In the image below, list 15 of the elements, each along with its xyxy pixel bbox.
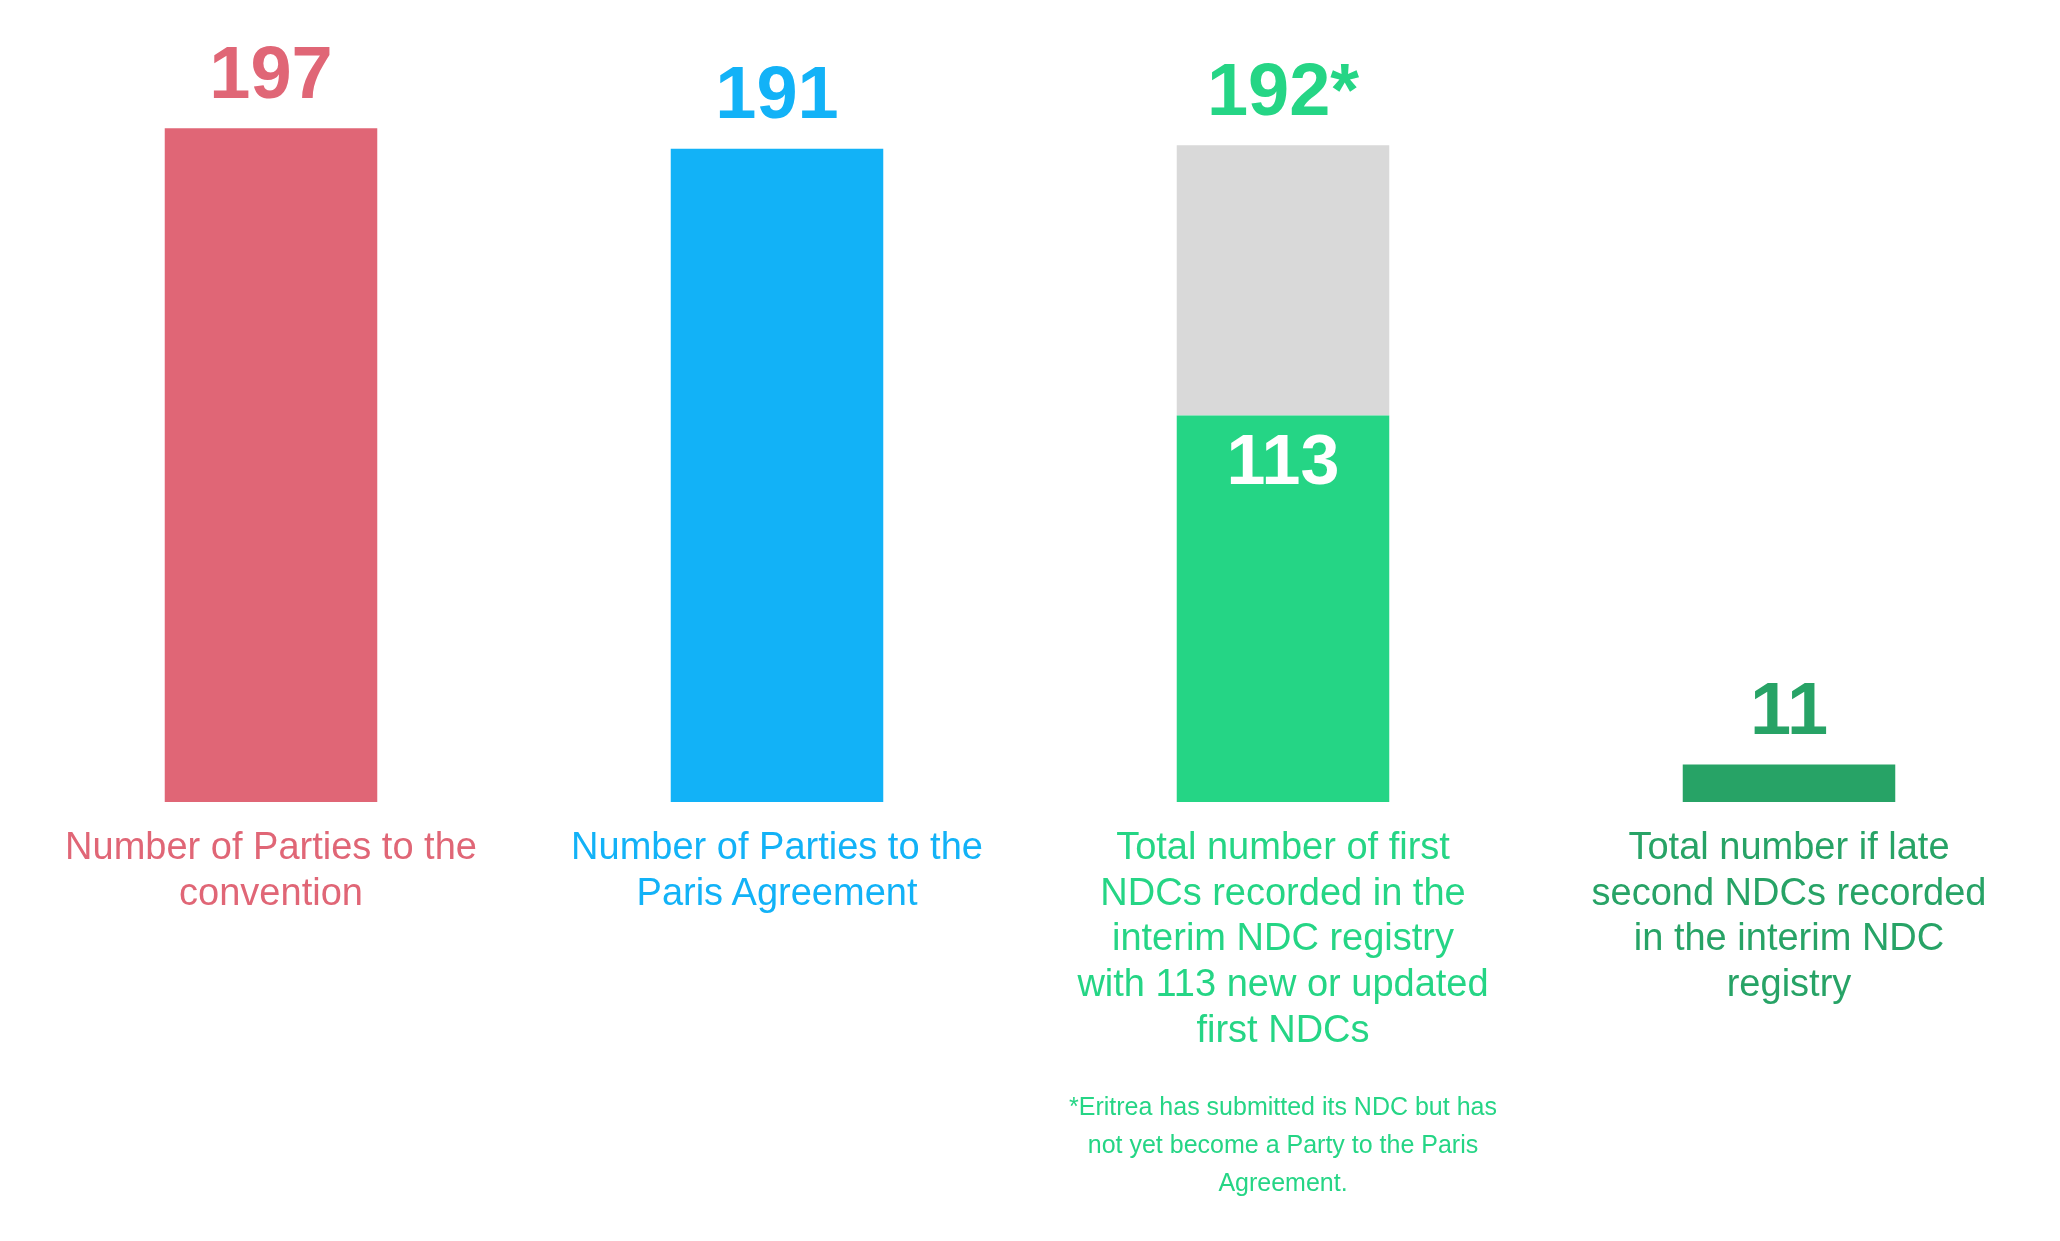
bar <box>1682 764 1896 802</box>
x-tick-label: Number of Parties to the convention <box>65 825 477 913</box>
x-tick-label: Number of Parties to the Paris Agreement <box>571 825 983 913</box>
total-label: 197 <box>209 30 333 114</box>
x-tick-label: Total number of first NDCs recorded in the interim NDC registry with 113 new or updated first NDCs <box>1076 825 1489 1050</box>
total-label: 192* <box>1206 47 1360 131</box>
total-label: 191 <box>715 51 839 135</box>
data-label: 113 <box>1226 420 1340 499</box>
bar <box>1176 415 1390 802</box>
bar <box>164 128 378 802</box>
text: *Eritrea has submitted its NDC but has not yet become a Party to the Paris Agreement. <box>1069 1092 1497 1197</box>
bar <box>1176 145 1390 416</box>
bar <box>670 148 884 802</box>
x-tick-label: Total number if late second NDCs recorded in the interim NDC registry <box>1591 825 1987 1005</box>
total-label: 11 <box>1749 666 1829 750</box>
